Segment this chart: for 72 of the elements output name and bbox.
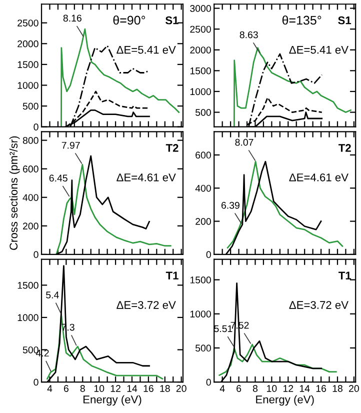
y-tick-label: 1000 [18, 314, 38, 322]
x-axis-title: Energy (eV) [84, 395, 142, 406]
y-tick-label: 500 [196, 344, 211, 352]
x-tick-label: 10 [267, 385, 277, 392]
y-tick-label: 1000 [190, 88, 211, 96]
y-tick-label: 0 [34, 378, 38, 386]
annotation: T1 [338, 272, 352, 280]
y-tick-label: 1500 [190, 276, 211, 284]
annotation: T2 [166, 144, 178, 152]
y-tick-label: 1500 [18, 61, 38, 68]
x-tick-label: 8 [80, 385, 85, 392]
x-tick-label: 16 [316, 385, 326, 392]
y-tick-label: 1000 [18, 82, 38, 89]
annotation: ΔE=4.61 eV [116, 173, 176, 182]
y-tick-label: 500 [196, 109, 211, 116]
y-tick-label: 600 [196, 152, 211, 159]
annotation: ΔE=3.72 eV [116, 301, 176, 309]
y-tick-label: 400 [22, 194, 38, 201]
x-tick-label: 6 [64, 385, 68, 392]
annotation: θ=135° [282, 15, 322, 25]
annotation: 6.45 [49, 174, 68, 182]
y-tick-label: 1000 [190, 310, 211, 318]
x-tick-label: 20 [176, 385, 186, 392]
x-tick-label: 10 [94, 385, 104, 392]
x-tick-label: 14 [127, 385, 138, 392]
annotation: 7.97 [62, 142, 80, 149]
annotation: 5.51 [214, 325, 232, 332]
y-tick-label: 400 [195, 184, 211, 192]
annotation: T2 [338, 144, 351, 152]
annotation: 8.63 [240, 31, 258, 38]
annotation: 6.39 [221, 202, 240, 209]
y-tick-label: 0 [34, 124, 38, 130]
annotation: S1 [338, 16, 352, 24]
y-tick-label: 1500 [18, 282, 38, 289]
y-tick-label: 2000 [190, 46, 211, 54]
y-tick-label: 1500 [190, 67, 211, 74]
x-tick-label: 20 [349, 385, 359, 392]
x-tick-label: 12 [110, 385, 120, 392]
y-axis-title: Cross sections (pm²/sr) [9, 136, 20, 250]
y-tick-label: 500 [22, 346, 38, 354]
y-tick-label: 0 [206, 378, 211, 386]
x-tick-label: 18 [160, 385, 170, 392]
y-tick-label: 0 [206, 251, 211, 258]
x-tick-label: 14 [300, 385, 310, 392]
y-tick-label: 800 [22, 137, 38, 144]
x-tick-label: 16 [144, 385, 154, 392]
x-tick-label: 18 [332, 385, 342, 392]
x-axis-title: Energy (eV) [256, 395, 314, 406]
annotation: 8.16 [63, 14, 82, 22]
y-tick-label: 200 [23, 222, 38, 230]
annotation: ΔE=4.61 eV [289, 173, 348, 182]
y-tick-label: 200 [196, 218, 211, 225]
x-tick-label: 4 [220, 385, 225, 392]
y-tick-label: 2000 [18, 40, 38, 48]
x-tick-label: 4 [47, 385, 52, 392]
x-tick-label: 12 [283, 385, 294, 392]
y-tick-label: 600 [23, 166, 38, 172]
annotation: 5.4 [46, 292, 59, 298]
annotation: 8.07 [235, 138, 254, 146]
x-tick-label: 6 [236, 385, 242, 392]
annotation: ΔE=5.41 eV [289, 46, 348, 54]
annotation: T1 [166, 272, 178, 280]
y-tick-label: 2500 [18, 20, 38, 26]
y-tick-label: 0 [34, 251, 38, 258]
y-tick-label: 2500 [190, 26, 211, 33]
x-tick-label: 8 [252, 385, 258, 392]
y-tick-label: 3000 [190, 5, 211, 12]
annotation: ΔE=3.72 eV [289, 301, 348, 309]
annotation: θ=90° [113, 15, 146, 25]
annotation: ΔE=5.41 eV [116, 46, 176, 54]
annotation: S1 [165, 16, 178, 24]
y-tick-label: 500 [22, 102, 38, 110]
